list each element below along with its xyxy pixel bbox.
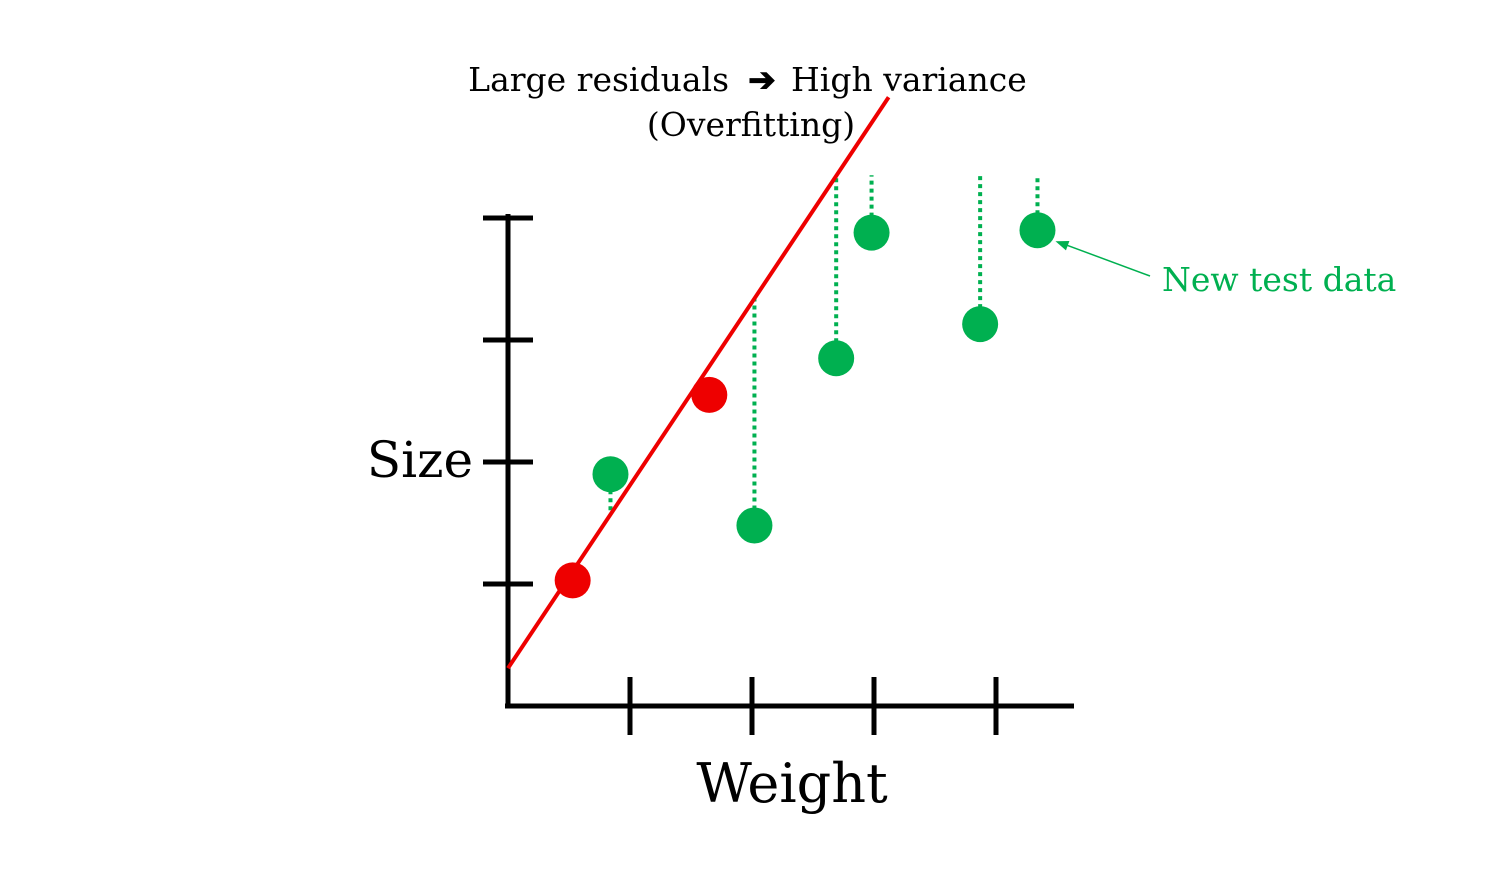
annotation-arrow-head xyxy=(1055,240,1070,251)
training-point-1 xyxy=(554,562,591,599)
test-point-1 xyxy=(592,456,629,493)
tick-marks xyxy=(483,215,999,735)
x-axis-label: Weight xyxy=(696,752,888,815)
chart-title-arrow: ➔ xyxy=(748,60,776,99)
test-point-3 xyxy=(818,340,855,377)
y-axis-label: Size xyxy=(367,431,473,489)
test-point-2 xyxy=(736,507,773,544)
test-point-5 xyxy=(962,306,999,343)
chart-title-line1-right: High variance xyxy=(791,60,1027,99)
annotation-new-test-data: New test data xyxy=(1162,260,1396,299)
annotation-arrow xyxy=(1061,242,1151,277)
training-point-2 xyxy=(691,376,728,413)
test-point-4 xyxy=(853,214,890,251)
test-point-6 xyxy=(1019,212,1056,249)
chart-title-line2: (Overfitting) xyxy=(647,105,855,144)
data-points xyxy=(554,212,1056,599)
chart-title-line1-left: Large residuals xyxy=(468,60,729,99)
